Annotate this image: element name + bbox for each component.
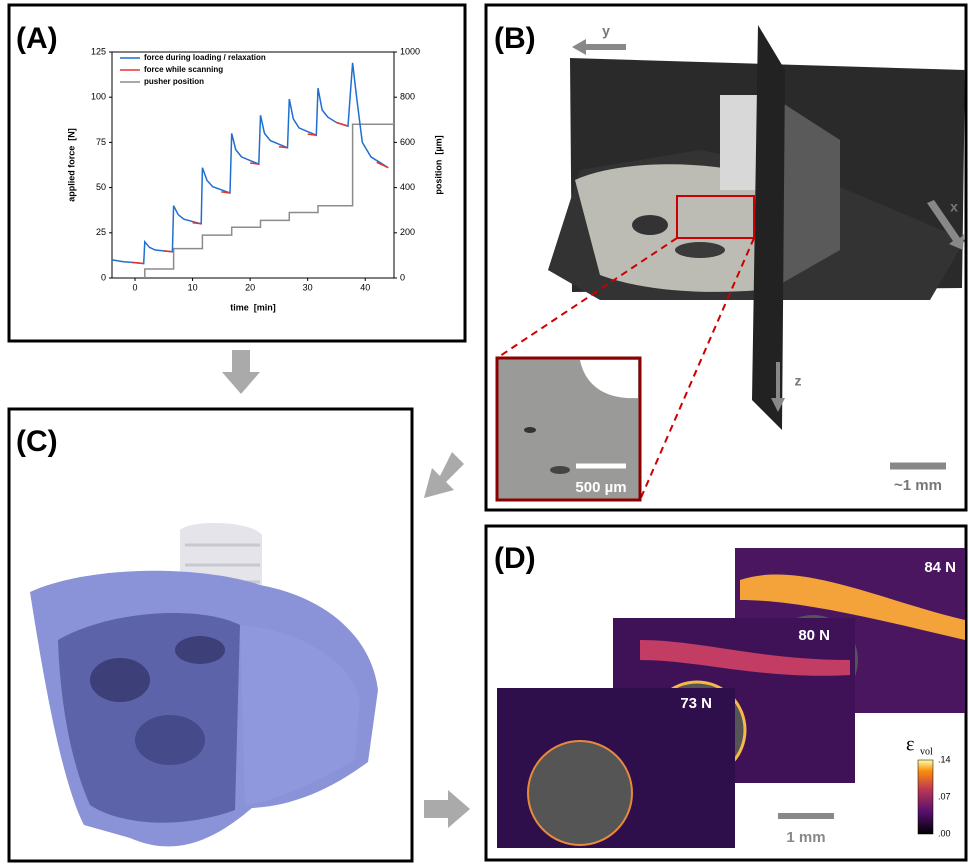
colorbar-tick-label: .07	[938, 791, 951, 801]
arrow-a-c	[222, 350, 260, 394]
y-tick-label: 0	[101, 272, 106, 282]
force-label: 84 N	[924, 559, 956, 576]
panel-label: (B)	[494, 22, 536, 55]
y2-tick-label: 200	[400, 227, 415, 237]
figure: (A) (B) (C) (D) y x z 500 µm ~1 mm	[0, 0, 969, 863]
y-axis-label: applied force [N]	[66, 128, 76, 202]
y2-tick-label: 600	[400, 137, 415, 147]
y-tick-label: 25	[96, 227, 106, 237]
force-label: 73 N	[680, 695, 712, 712]
force-label: 80 N	[798, 627, 830, 644]
x-tick-label: 0	[133, 282, 138, 292]
y2-tick-label: 800	[400, 92, 415, 102]
axis-label: z	[795, 373, 802, 389]
colorbar-tick-label: .00	[938, 828, 951, 838]
panel-label: (A)	[16, 22, 58, 55]
arrow-b-c	[424, 452, 464, 498]
y2-tick-label: 400	[400, 182, 415, 192]
y2-axis-label: position [µm]	[433, 135, 443, 194]
x-axis-label: time [min]	[230, 302, 276, 312]
legend-label: pusher position	[144, 77, 204, 86]
y-tick-label: 75	[96, 137, 106, 147]
page: (A) (B) (C) (D) y x z 500 µm ~1 mm	[0, 0, 969, 868]
scale-label: 500 µm	[575, 479, 626, 496]
y2-tick-label: 0	[400, 272, 405, 282]
ct-volume	[497, 25, 965, 500]
legend-label: force during loading / relaxation	[144, 53, 266, 62]
axis-label: y	[602, 23, 610, 39]
y2-tick-label: 1000	[400, 46, 420, 56]
x-tick-label: 10	[188, 282, 198, 292]
arrow-c-d	[424, 790, 470, 828]
x-tick-label: 20	[245, 282, 255, 292]
panel-label: (C)	[16, 425, 58, 458]
scale-label: 1 mm	[786, 829, 825, 846]
y-tick-label: 125	[91, 46, 106, 56]
colorbar-tick-label: .14	[938, 754, 951, 764]
x-tick-label: 40	[360, 282, 370, 292]
colorbar-label: ε	[906, 734, 914, 756]
scale-label: ~1 mm	[894, 477, 942, 494]
strain-maps	[497, 548, 965, 848]
bone-model	[30, 523, 378, 846]
series-line	[145, 124, 394, 278]
panel-label: (D)	[494, 542, 536, 575]
y-tick-label: 50	[96, 182, 106, 192]
legend-label: force while scanning	[144, 65, 223, 74]
x-tick-label: 30	[303, 282, 313, 292]
axis-label: x	[950, 199, 958, 215]
colorbar-subscript: vol	[920, 746, 933, 757]
y-tick-label: 100	[91, 92, 106, 102]
